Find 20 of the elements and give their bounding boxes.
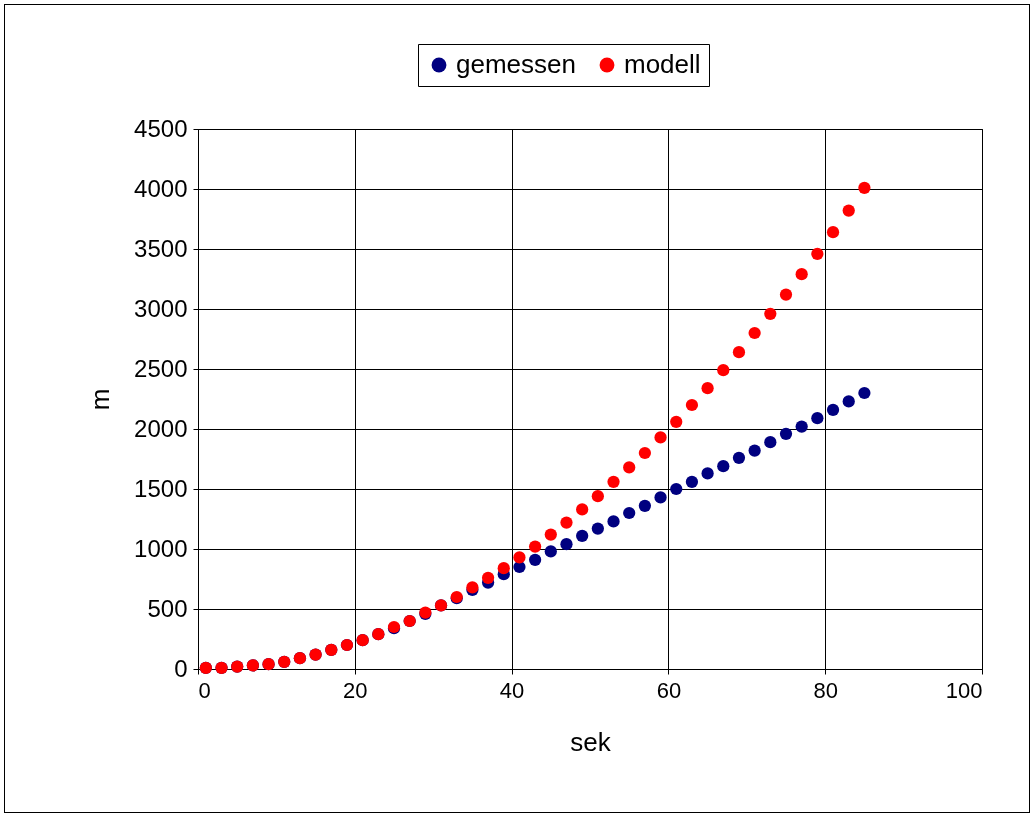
y-tick-label: 1000 [134, 534, 188, 562]
x-tick-label: 0 [198, 677, 211, 703]
y-tick-label: 3500 [134, 234, 188, 262]
y-tick-label: 3000 [134, 294, 188, 322]
x-tick-label: 20 [343, 677, 368, 703]
legend-label: gemessen [456, 49, 576, 79]
y-tick-label: 500 [147, 594, 188, 622]
y-tick-label: 2500 [134, 354, 188, 382]
y-axis-title: m [85, 388, 116, 411]
x-tick-label: 60 [656, 677, 682, 703]
y-tick-label: 0 [174, 654, 188, 682]
y-tick-label: 4500 [134, 114, 188, 142]
y-tick-label: 4000 [134, 174, 188, 202]
x-tick-label: 100 [945, 677, 983, 703]
y-tick-label: 2000 [134, 414, 188, 442]
y-tick-label: 1500 [134, 474, 188, 502]
x-tick-label: 40 [499, 677, 525, 703]
x-tick-label: 80 [813, 677, 838, 703]
x-axis-title: sek [570, 726, 612, 757]
legend-label: modell [624, 49, 701, 79]
